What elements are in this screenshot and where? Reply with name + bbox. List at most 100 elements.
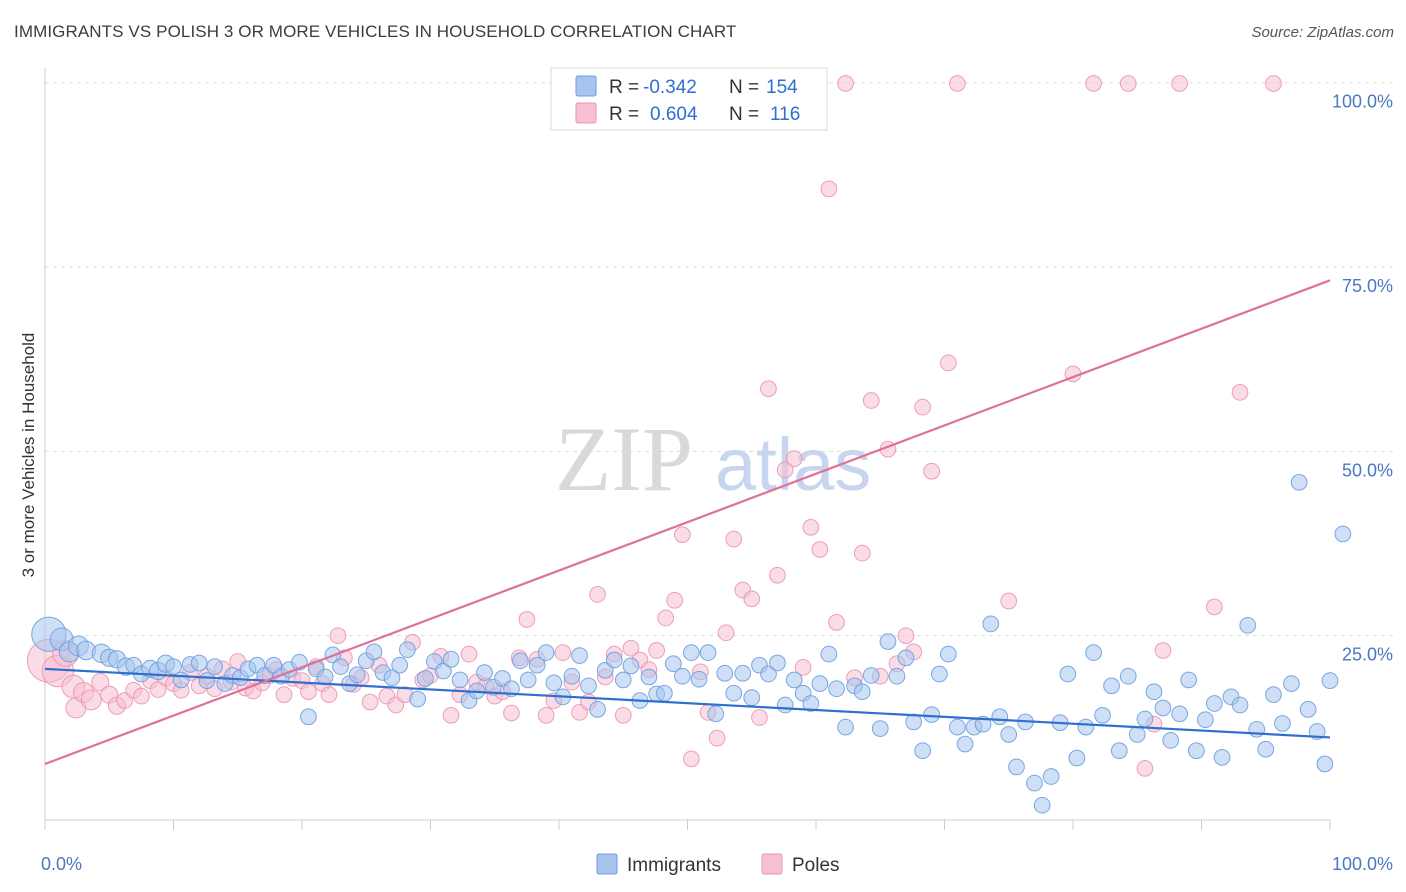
- immigrants-point: [948, 718, 966, 736]
- poles-point: [614, 706, 632, 724]
- immigrants-point: [563, 667, 581, 685]
- poles-point: [537, 706, 555, 724]
- y-tick-label: 100.0%: [1332, 92, 1393, 112]
- immigrants-point: [1171, 705, 1189, 723]
- immigrants-point: [699, 644, 717, 662]
- immigrants-point: [1136, 710, 1154, 728]
- poles-point: [948, 75, 966, 92]
- immigrants-point: [1334, 525, 1352, 543]
- poles-point: [785, 450, 803, 468]
- poles-point: [802, 518, 820, 536]
- immigrants-point: [716, 664, 734, 682]
- poles-point: [820, 180, 838, 198]
- immigrants-point: [923, 706, 941, 723]
- legend-n-value: 116: [770, 104, 800, 125]
- poles-point: [1119, 75, 1137, 92]
- legend-box: R = -0.342 N = 154 R = 0.604 N = 116: [550, 67, 828, 131]
- immigrants-point: [1033, 796, 1051, 814]
- immigrants-point: [974, 715, 992, 733]
- axes: [44, 68, 1331, 830]
- immigrants-point: [451, 671, 469, 689]
- immigrants-point: [409, 690, 427, 708]
- immigrants-point: [1042, 768, 1060, 785]
- immigrants-point: [434, 662, 452, 680]
- immigrants-point: [1231, 696, 1249, 714]
- immigrants-point: [862, 667, 880, 684]
- legend-n-label: N =: [729, 77, 759, 98]
- legend-r-label: R =: [609, 77, 639, 98]
- immigrants-point: [785, 671, 803, 689]
- immigrants-point: [837, 718, 854, 736]
- immigrants-point: [820, 645, 838, 663]
- bottom-legend-poles: Poles: [792, 855, 840, 876]
- poles-point: [666, 591, 684, 609]
- x-tick-label: 100.0%: [1332, 854, 1393, 874]
- chart-title: IMMIGRANTS VS POLISH 3 OR MORE VEHICLES …: [14, 22, 737, 41]
- immigrants-point: [537, 644, 555, 662]
- y-tick-label: 50.0%: [1342, 460, 1393, 480]
- legend-r-label: R =: [609, 104, 639, 125]
- immigrants-point: [1316, 755, 1334, 773]
- poles-point: [442, 706, 460, 724]
- poles-point: [769, 566, 786, 584]
- immigrants-point: [1085, 644, 1102, 662]
- poles-point: [329, 627, 347, 645]
- immigrants-point: [1321, 672, 1339, 690]
- immigrants-point: [589, 701, 606, 718]
- immigrants-point: [614, 671, 632, 689]
- poles-point: [361, 693, 379, 711]
- immigrants-point: [1026, 774, 1043, 792]
- immigrants-point: [905, 713, 923, 731]
- immigrants-point: [528, 656, 546, 674]
- poles-point: [708, 729, 726, 747]
- immigrants-point: [1000, 726, 1018, 743]
- immigrants-point: [365, 643, 383, 661]
- poles-point: [1085, 75, 1102, 92]
- immigrants-point: [811, 675, 829, 692]
- immigrants-point: [1119, 667, 1137, 685]
- immigrants-point: [300, 708, 317, 726]
- legend-r-value: -0.342: [643, 77, 697, 98]
- immigrants-point: [665, 655, 682, 673]
- immigrants-point: [165, 658, 182, 676]
- immigrants-point: [332, 658, 349, 676]
- poles-point: [1231, 384, 1249, 401]
- immigrants-point: [1059, 665, 1077, 683]
- bottom-legend-swatch-immigrants: [596, 853, 618, 875]
- poles-point: [648, 642, 666, 659]
- y-axis-title: 3 or more Vehicles in Household: [19, 333, 38, 578]
- immigrants-point: [674, 667, 691, 685]
- immigrants-point: [1077, 718, 1095, 736]
- immigrants-point: [982, 615, 1000, 633]
- immigrants-point: [190, 654, 208, 672]
- poles-point: [589, 586, 606, 603]
- poles-point: [743, 590, 761, 608]
- immigrants-point: [991, 708, 1009, 726]
- legend-n-label: N =: [729, 104, 759, 125]
- x-tick-label: 0.0%: [41, 854, 82, 874]
- immigrants-point: [383, 669, 401, 687]
- poles-point: [751, 709, 768, 726]
- source-label: Source: ZipAtlas.com: [1251, 24, 1394, 41]
- poles-point: [914, 398, 932, 416]
- poles-point: [1171, 75, 1189, 92]
- poles-point: [717, 624, 735, 642]
- watermark-zip: ZIP: [555, 408, 693, 510]
- poles-point: [760, 380, 777, 398]
- poles-point: [1154, 642, 1172, 659]
- poles-point: [853, 544, 871, 562]
- immigrants-point: [399, 641, 416, 659]
- immigrants-trend-line: [44, 667, 1331, 739]
- immigrants-point: [545, 674, 563, 692]
- immigrants-point: [580, 677, 597, 695]
- poles-point: [939, 354, 957, 372]
- immigrants-point: [939, 645, 957, 663]
- poles-point: [1265, 75, 1282, 92]
- immigrants-point: [1205, 695, 1223, 712]
- legend-r-value: 0.604: [650, 104, 698, 125]
- immigrants-point: [1128, 726, 1146, 743]
- immigrants-point: [172, 671, 190, 689]
- grid-lines: [45, 82, 1394, 637]
- poles-point: [80, 689, 102, 711]
